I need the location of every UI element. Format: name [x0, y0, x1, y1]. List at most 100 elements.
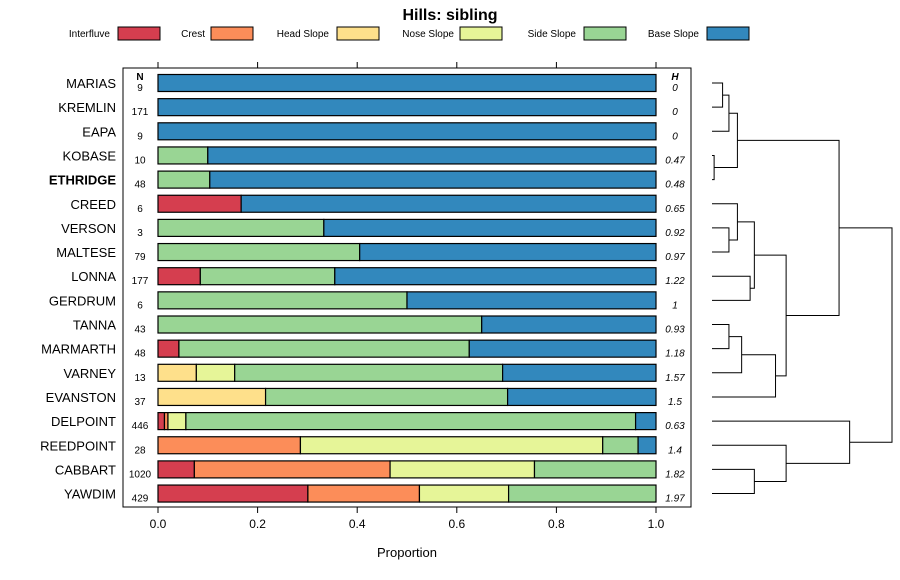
dendrogram-link [712, 154, 715, 181]
row-label-varney: VARNEY [64, 366, 117, 381]
h-value-reedpoint: 1.4 [668, 445, 682, 456]
bar-segment-side-slope [185, 412, 637, 431]
bar-segment-base-slope [334, 267, 657, 286]
h-value-verson: 0.92 [665, 228, 685, 239]
legend-swatch-base-slope [706, 26, 750, 41]
n-value-yawdim: 429 [132, 494, 149, 505]
row-label-verson: VERSON [61, 221, 116, 236]
bar-segment-head-slope [157, 363, 197, 382]
h-value-kobase: 0.47 [665, 155, 685, 166]
bar-segment-side-slope [507, 484, 657, 503]
dendrogram-link [714, 112, 738, 169]
bar-segment-base-slope [481, 315, 657, 334]
bar-segment-nose-slope [389, 460, 536, 479]
bar-segment-base-slope [240, 194, 657, 213]
bar-segment-side-slope [157, 218, 325, 237]
dendrogram-link [737, 221, 755, 289]
legend-label-crest: Crest [181, 29, 205, 40]
bar-segment-interfluve [157, 460, 195, 479]
n-value-cabbart: 1020 [129, 469, 152, 480]
row-label-eapa: EAPA [82, 124, 116, 139]
row-label-cabbart: CABBART [55, 462, 116, 477]
x-tick-label: 0.6 [448, 517, 465, 531]
row-label-gerdrum: GERDRUM [49, 293, 116, 308]
bar-segment-crest [307, 484, 421, 503]
bar-row-maltese [157, 242, 657, 262]
dendrogram-link [839, 227, 893, 443]
bar-row-lonna [157, 267, 657, 286]
row-label-lonna: LONNA [71, 269, 116, 284]
bar-segment-side-slope [234, 363, 504, 382]
h-value-eapa: 0 [672, 131, 678, 142]
bar-segment-nose-slope [418, 484, 510, 503]
bar-segment-interfluve [157, 339, 180, 358]
legend-label-interfluve: Interfluve [69, 29, 111, 40]
h-value-tanna: 0.93 [665, 325, 685, 336]
n-value-marmarth: 48 [134, 349, 146, 360]
bar-row-gerdrum [157, 291, 657, 310]
bar-segment-side-slope [157, 291, 408, 310]
h-value-marmarth: 1.18 [665, 349, 685, 360]
row-label-ethridge: ETHRIDGE [49, 173, 117, 188]
row-label-tanna: TANNA [73, 318, 116, 333]
row-labels: MARIAS 9 0 KREMLIN 171 0 EAPA 9 0 KOBASE 10 0.47 ETH… [40, 76, 685, 505]
row-label-kremlin: KREMLIN [58, 100, 116, 115]
n-value-marias: 9 [137, 83, 143, 94]
bar-row-verson [157, 218, 657, 237]
dendrogram-link [712, 420, 851, 464]
bar-segment-base-slope [634, 412, 657, 431]
dendrogram-link [712, 82, 724, 108]
n-value-maltese: 79 [134, 252, 146, 263]
dendrogram-link [712, 203, 738, 241]
row-label-marias: MARIAS [66, 76, 116, 91]
n-value-evanston: 37 [134, 397, 146, 408]
row-label-marmarth: MARMARTH [41, 342, 116, 357]
dendrogram-link [712, 275, 751, 301]
bar-segment-interfluve [157, 194, 242, 213]
bar-segment-side-slope [157, 170, 211, 189]
bar-segment-base-slope [637, 436, 657, 455]
dendrogram-link [712, 227, 730, 253]
legend-label-base-slope: Base Slope [648, 29, 700, 40]
n-value-kremlin: 171 [132, 107, 149, 118]
bar-row-varney [157, 363, 657, 382]
bar-segment-side-slope [533, 460, 657, 479]
x-tick-label: 0.4 [349, 517, 366, 531]
n-value-ethridge: 48 [134, 180, 146, 191]
dendrogram-link [712, 94, 730, 132]
bar-segment-base-slope [502, 363, 657, 382]
bar-segment-base-slope [207, 146, 657, 165]
dendrogram-link [737, 139, 840, 316]
legend-swatch-head-slope [336, 26, 380, 41]
bar-segment-interfluve [157, 267, 201, 286]
bar-segment-base-slope [323, 218, 657, 237]
bar-segment-side-slope [602, 436, 639, 455]
dendrogram-link [712, 468, 755, 495]
bar-row-ethridge [157, 170, 657, 189]
h-value-maltese: 0.97 [665, 252, 685, 263]
bar-row-kremlin [157, 98, 657, 117]
bar-segment-side-slope [264, 387, 509, 407]
dendrogram-link [712, 336, 743, 374]
bar-segment-base-slope [157, 98, 657, 117]
bar-segment-side-slope [157, 315, 483, 334]
h-value-marias: 0 [672, 83, 678, 94]
bar-row-creed [157, 194, 657, 213]
bar-segment-nose-slope [195, 363, 236, 382]
bar-segment-base-slope [157, 73, 657, 93]
row-label-maltese: MALTESE [56, 245, 116, 260]
legend: Interfluve Crest Head Slope Nose Slope Side … [69, 26, 750, 41]
n-value-kobase: 10 [134, 155, 146, 166]
bar-segment-side-slope [178, 339, 470, 358]
bar-segment-base-slope [406, 291, 657, 310]
dendrogram-link [712, 354, 777, 398]
bar-segment-interfluve [157, 412, 166, 431]
n-value-eapa: 9 [137, 131, 143, 142]
bar-row-delpoint [157, 412, 657, 431]
x-tick-label: 0.0 [150, 517, 167, 531]
bar-segment-side-slope [199, 267, 336, 286]
row-label-delpoint: DELPOINT [51, 414, 116, 429]
n-value-creed: 6 [137, 204, 143, 215]
n-value-tanna: 43 [134, 325, 146, 336]
n-value-varney: 13 [134, 373, 146, 384]
